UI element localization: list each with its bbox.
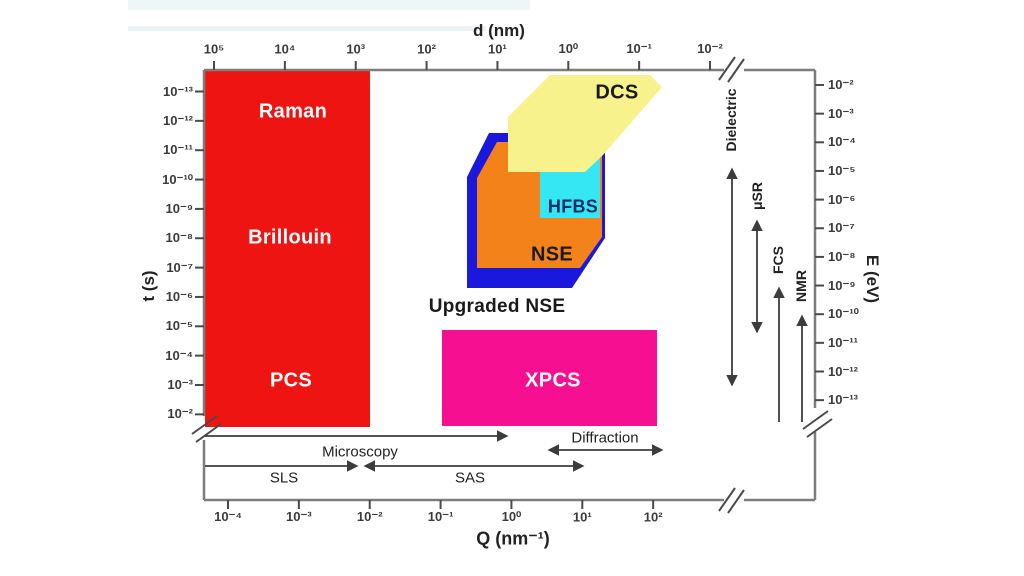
- e-axis-title: E (eV): [863, 254, 882, 304]
- plot-frame: [202, 68, 817, 502]
- break-right-axis: [802, 410, 833, 438]
- break-bottom-axis: [718, 487, 745, 514]
- d-axis-title: d (nm): [473, 21, 525, 40]
- sls-arrow-label: SLS: [269, 469, 299, 487]
- axis-break-marks: [191, 56, 833, 514]
- dielectric-arrow-label: Dielectric: [723, 88, 739, 152]
- d-axis-tick-marks: [213, 61, 712, 70]
- microscopy-arrow-label: Microscopy: [322, 443, 398, 461]
- dcs-region: [508, 75, 662, 172]
- break-top-axis: [718, 56, 745, 83]
- slide-artifact-strip: [128, 0, 530, 10]
- range-arrows: [205, 167, 808, 472]
- musr-arrow-label: μSR: [749, 181, 765, 211]
- raman-brillouin-pcs-region: [205, 70, 370, 427]
- nse-region-label: NSE: [530, 243, 574, 266]
- brillouin-region-label: Brillouin: [248, 226, 332, 249]
- slide-artifact-line: [128, 26, 486, 31]
- technique-regions: [205, 70, 662, 427]
- sas-arrow-label: SAS: [454, 469, 486, 487]
- q-axis-title: Q (nm⁻¹): [476, 528, 550, 549]
- pcs-region-label: PCS: [269, 369, 313, 392]
- fcs-arrow-label: FCS: [770, 246, 786, 274]
- break-left-axis: [191, 415, 222, 443]
- nmr-arrow-label: NMR: [793, 270, 809, 302]
- e-axis-tick-marks: [815, 84, 824, 402]
- t-axis-tick-marks: [195, 90, 204, 416]
- hfbs-region-label: HFBS: [547, 196, 599, 217]
- q-axis-tick-marks: [227, 500, 655, 509]
- xpcs-region: [442, 330, 657, 426]
- xpcs-region-label: XPCS: [525, 369, 581, 392]
- raman-region-label: Raman: [258, 100, 328, 123]
- diffraction-arrow-label: Diffraction: [571, 429, 639, 447]
- dcs-region-label: DCS: [595, 81, 639, 104]
- upgraded-nse-region-label: Upgraded NSE: [428, 296, 566, 317]
- t-axis-title: t (s): [139, 270, 158, 302]
